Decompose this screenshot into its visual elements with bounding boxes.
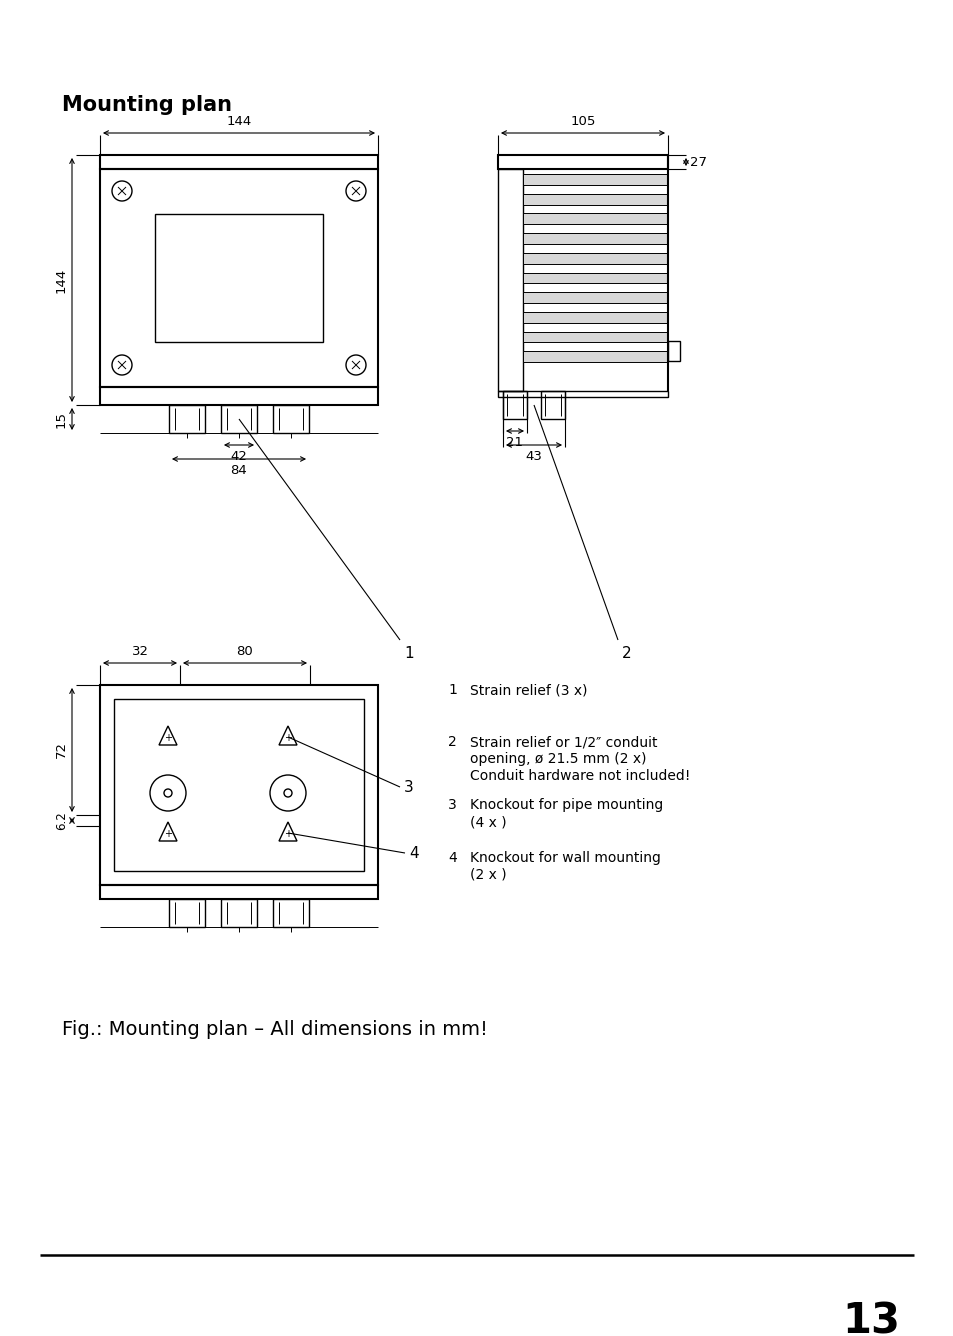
Text: 15: 15 [55, 410, 68, 428]
Bar [100, 685, 377, 884]
Text: Knockout for wall mounting: Knockout for wall mounting [470, 851, 660, 864]
Bar [522, 232, 667, 244]
Text: Mounting plan: Mounting plan [62, 95, 232, 115]
Text: Fig.: Mounting plan – All dimensions in mm!: Fig.: Mounting plan – All dimensions in … [62, 1019, 487, 1039]
Text: 27: 27 [689, 155, 706, 168]
Bar [540, 391, 564, 420]
Text: (2 x ): (2 x ) [470, 868, 506, 882]
Text: Knockout for pipe mounting: Knockout for pipe mounting [470, 798, 662, 812]
Bar [522, 214, 667, 224]
Text: 72: 72 [55, 741, 68, 759]
Text: +: + [164, 830, 172, 839]
Text: 84: 84 [231, 464, 247, 477]
Bar [502, 391, 526, 420]
Bar [221, 405, 256, 433]
Bar [522, 293, 667, 303]
Bar [100, 387, 377, 405]
Bar [169, 405, 205, 433]
Text: 32: 32 [132, 645, 149, 659]
Bar [169, 899, 205, 927]
Text: 6.2: 6.2 [55, 811, 68, 830]
Text: Strain relief (3 x): Strain relief (3 x) [470, 683, 587, 697]
Text: 3: 3 [448, 798, 456, 812]
Bar [522, 351, 667, 362]
Bar [667, 341, 679, 361]
Bar [497, 391, 667, 397]
Text: +: + [284, 830, 292, 839]
Text: 2: 2 [621, 647, 631, 661]
Text: +: + [164, 733, 172, 743]
Bar [522, 331, 667, 342]
Bar [154, 214, 323, 342]
Text: 144: 144 [55, 267, 68, 293]
Text: 1: 1 [403, 647, 414, 661]
Bar [113, 699, 364, 871]
Text: 43: 43 [525, 450, 542, 464]
Bar [100, 155, 377, 168]
Bar [522, 273, 667, 283]
Bar [522, 194, 667, 204]
Text: 3: 3 [403, 779, 414, 795]
Text: 144: 144 [226, 115, 252, 128]
Text: 13: 13 [841, 1300, 899, 1336]
Text: 105: 105 [570, 115, 595, 128]
Text: 42: 42 [231, 450, 247, 464]
Text: Strain relief or 1/2″ conduit: Strain relief or 1/2″ conduit [470, 735, 657, 749]
Text: +: + [284, 733, 292, 743]
Text: 2: 2 [448, 735, 456, 749]
Text: opening, ø 21.5 mm (2 x): opening, ø 21.5 mm (2 x) [470, 752, 646, 766]
Text: Conduit hardware not included!: Conduit hardware not included! [470, 770, 690, 783]
Text: 80: 80 [236, 645, 253, 659]
Text: (4 x ): (4 x ) [470, 815, 506, 830]
Bar [522, 174, 667, 184]
Bar [100, 884, 377, 899]
Bar [497, 168, 522, 391]
Bar [522, 253, 667, 263]
Text: 4: 4 [448, 851, 456, 864]
Bar [221, 899, 256, 927]
Bar [497, 155, 667, 168]
Bar [522, 311, 667, 323]
Bar [100, 168, 377, 387]
Text: 1: 1 [448, 683, 456, 697]
Text: 21: 21 [506, 436, 523, 449]
Bar [273, 899, 309, 927]
Text: 4: 4 [409, 846, 418, 860]
Bar [273, 405, 309, 433]
